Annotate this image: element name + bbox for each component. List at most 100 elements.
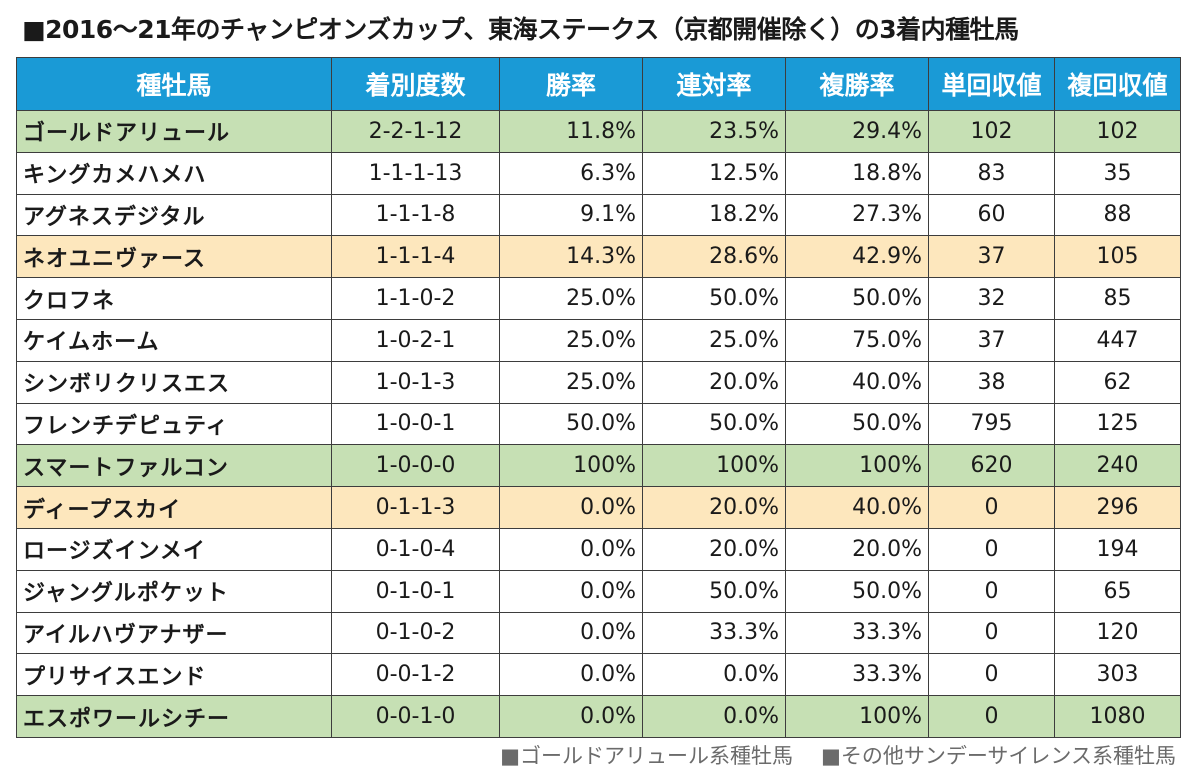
cell-sire: フレンチデピュティ	[16, 402, 332, 446]
table-row: ディープスカイ 0-1-1-3 0.0% 20.0% 40.0% 0 296	[16, 486, 1181, 529]
cell-sire: ディープスカイ	[16, 486, 332, 529]
cell-place-rate: 100%	[785, 444, 929, 488]
cell-win-rate: 25.0%	[499, 360, 643, 404]
cell-place-rate: 20.0%	[785, 527, 929, 571]
cell-win-return: 0	[928, 611, 1055, 655]
cell-place-rate: 40.0%	[785, 486, 929, 529]
legend-sunday-label: ■その他サンデーサイレンス系種牡馬	[821, 744, 1176, 768]
header-win-rate: 勝率	[499, 57, 643, 111]
cell-quinella-rate: 28.6%	[642, 235, 786, 279]
cell-record: 1-1-1-13	[331, 151, 500, 195]
cell-win-return: 0	[928, 569, 1055, 613]
cell-quinella-rate: 20.0%	[642, 527, 786, 571]
cell-place-rate: 27.3%	[785, 193, 929, 237]
cell-record: 0-0-1-0	[331, 695, 500, 738]
cell-win-return: 795	[928, 402, 1055, 446]
cell-place-rate: 18.8%	[785, 151, 929, 195]
cell-record: 0-1-0-2	[331, 611, 500, 655]
cell-place-rate: 42.9%	[785, 235, 929, 279]
cell-sire: エスポワールシチー	[16, 695, 332, 738]
cell-place-rate: 33.3%	[785, 611, 929, 655]
table-row: ロージズインメイ 0-1-0-4 0.0% 20.0% 20.0% 0 194	[16, 527, 1181, 571]
cell-place-return: 1080	[1054, 695, 1181, 738]
cell-quinella-rate: 50.0%	[642, 569, 786, 613]
cell-place-return: 35	[1054, 151, 1181, 195]
table-row: ゴールドアリュール 2-2-1-12 11.8% 23.5% 29.4% 102 102	[16, 110, 1181, 153]
cell-win-rate: 25.0%	[499, 318, 643, 362]
cell-place-rate: 50.0%	[785, 402, 929, 446]
cell-record: 1-0-1-3	[331, 360, 500, 404]
cell-win-rate: 50.0%	[499, 402, 643, 446]
cell-quinella-rate: 0.0%	[642, 653, 786, 697]
table-row: エスポワールシチー 0-0-1-0 0.0% 0.0% 100% 0 1080	[16, 695, 1181, 738]
cell-sire: プリサイスエンド	[16, 653, 332, 697]
cell-quinella-rate: 25.0%	[642, 318, 786, 362]
cell-record: 1-0-2-1	[331, 318, 500, 362]
table-row: スマートファルコン 1-0-0-0 100% 100% 100% 620 240	[16, 444, 1181, 488]
cell-sire: ネオユニヴァース	[16, 235, 332, 279]
cell-sire: ロージズインメイ	[16, 527, 332, 571]
cell-record: 1-0-0-1	[331, 402, 500, 446]
cell-quinella-rate: 50.0%	[642, 277, 786, 320]
cell-place-rate: 75.0%	[785, 318, 929, 362]
table-row: キングカメハメハ 1-1-1-13 6.3% 12.5% 18.8% 83 35	[16, 151, 1181, 195]
cell-sire: アイルハヴアナザー	[16, 611, 332, 655]
cell-quinella-rate: 100%	[642, 444, 786, 488]
cell-sire: スマートファルコン	[16, 444, 332, 488]
cell-win-return: 83	[928, 151, 1055, 195]
table-row: シンボリクリスエス 1-0-1-3 25.0% 20.0% 40.0% 38 62	[16, 360, 1181, 404]
cell-win-return: 32	[928, 277, 1055, 320]
cell-win-rate: 0.0%	[499, 569, 643, 613]
header-sire: 種牡馬	[16, 57, 332, 111]
legend-goldallure-label: ■ゴールドアリュール系種牡馬	[500, 744, 793, 768]
cell-place-return: 120	[1054, 611, 1181, 655]
cell-quinella-rate: 12.5%	[642, 151, 786, 195]
cell-quinella-rate: 33.3%	[642, 611, 786, 655]
cell-place-return: 240	[1054, 444, 1181, 488]
cell-place-return: 447	[1054, 318, 1181, 362]
cell-place-return: 303	[1054, 653, 1181, 697]
cell-sire: アグネスデジタル	[16, 193, 332, 237]
cell-record: 0-0-1-2	[331, 653, 500, 697]
cell-win-return: 37	[928, 318, 1055, 362]
cell-win-rate: 0.0%	[499, 611, 643, 655]
cell-quinella-rate: 50.0%	[642, 402, 786, 446]
cell-win-return: 0	[928, 695, 1055, 738]
cell-record: 1-1-1-4	[331, 235, 500, 279]
sire-stats-table: 種牡馬 着別度数 勝率 連対率 複勝率 単回収値 複回収値 ゴールドアリュール 2…	[16, 57, 1181, 738]
cell-sire: ゴールドアリュール	[16, 110, 332, 153]
table-row: クロフネ 1-1-0-2 25.0% 50.0% 50.0% 32 85	[16, 277, 1181, 320]
table-row: フレンチデピュティ 1-0-0-1 50.0% 50.0% 50.0% 795 125	[16, 402, 1181, 446]
cell-win-rate: 9.1%	[499, 193, 643, 237]
cell-place-return: 62	[1054, 360, 1181, 404]
cell-win-rate: 0.0%	[499, 695, 643, 738]
cell-place-rate: 40.0%	[785, 360, 929, 404]
header-place-rate: 複勝率	[785, 57, 929, 111]
cell-place-return: 194	[1054, 527, 1181, 571]
table-row: ケイムホーム 1-0-2-1 25.0% 25.0% 75.0% 37 447	[16, 318, 1181, 362]
cell-record: 0-1-0-1	[331, 569, 500, 613]
cell-record: 1-0-0-0	[331, 444, 500, 488]
cell-place-rate: 33.3%	[785, 653, 929, 697]
page-title: ■2016～21年のチャンピオンズカップ、東海ステークス（京都開催除く）の3着内…	[22, 15, 1019, 44]
cell-win-rate: 11.8%	[499, 110, 643, 153]
table-row: アグネスデジタル 1-1-1-8 9.1% 18.2% 27.3% 60 88	[16, 193, 1181, 237]
cell-win-return: 102	[928, 110, 1055, 153]
table-row: ネオユニヴァース 1-1-1-4 14.3% 28.6% 42.9% 37 105	[16, 235, 1181, 279]
cell-sire: キングカメハメハ	[16, 151, 332, 195]
cell-sire: シンボリクリスエス	[16, 360, 332, 404]
cell-win-return: 620	[928, 444, 1055, 488]
cell-win-return: 0	[928, 653, 1055, 697]
cell-record: 0-1-1-3	[331, 486, 500, 529]
header-quinella-rate: 連対率	[642, 57, 786, 111]
cell-place-return: 105	[1054, 235, 1181, 279]
cell-quinella-rate: 20.0%	[642, 360, 786, 404]
cell-record: 0-1-0-4	[331, 527, 500, 571]
table-body: ゴールドアリュール 2-2-1-12 11.8% 23.5% 29.4% 102 102 キン…	[16, 110, 1181, 738]
cell-place-rate: 100%	[785, 695, 929, 738]
cell-place-return: 85	[1054, 277, 1181, 320]
table-row: プリサイスエンド 0-0-1-2 0.0% 0.0% 33.3% 0 303	[16, 653, 1181, 697]
cell-place-rate: 50.0%	[785, 277, 929, 320]
cell-win-rate: 0.0%	[499, 653, 643, 697]
cell-place-return: 102	[1054, 110, 1181, 153]
